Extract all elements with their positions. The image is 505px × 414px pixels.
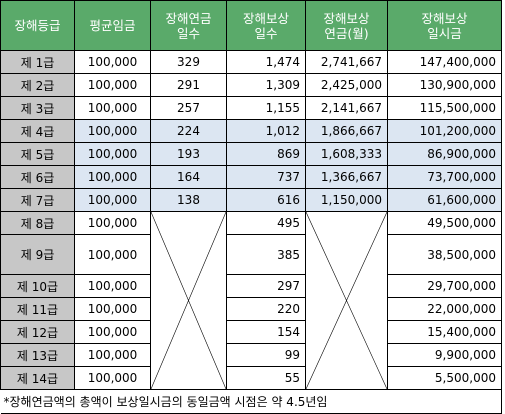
- lump-sum-cell: 147,400,000: [387, 50, 502, 74]
- grade-cell: 제 2급: [0, 73, 75, 97]
- header-lump-sum: 장해보상 일시금: [387, 0, 502, 51]
- comp-days-cell: 1,474: [226, 50, 306, 74]
- avg-wage-cell: 100,000: [74, 297, 151, 321]
- table-row: 제 4급 100,000 224 1,012 1,866,667 101,200,000: [0, 119, 502, 143]
- table-row: 제 9급 100,000 385 38,500,000: [0, 234, 502, 275]
- comp-days-cell: 1,012: [226, 119, 306, 143]
- comp-days-cell: 1,155: [226, 96, 306, 120]
- comp-days-cell: 55: [226, 366, 306, 390]
- pension-days-cell: 329: [150, 50, 227, 74]
- table-row: 제 7급 100,000 138 616 1,150,000 61,600,000: [0, 188, 502, 212]
- avg-wage-cell: 100,000: [74, 73, 151, 97]
- grade-cell: 제 10급: [0, 274, 75, 298]
- avg-wage-cell: 100,000: [74, 234, 151, 275]
- grade-cell: 제 9급: [0, 234, 75, 275]
- grade-cell: 제 1급: [0, 50, 75, 74]
- header-avg-wage: 평균임금: [74, 0, 151, 51]
- header-grade: 장해등급: [0, 0, 75, 51]
- avg-wage-cell: 100,000: [74, 343, 151, 367]
- table-row: 제 10급 100,000 297 29,700,000: [0, 274, 502, 298]
- monthly-pension-cell: 1,150,000: [305, 188, 388, 212]
- grade-cell: 제 11급: [0, 297, 75, 321]
- table-row: 제 8급 100,000 495 49,500,000: [0, 211, 502, 390]
- monthly-pension-cell: 2,425,000: [305, 73, 388, 97]
- avg-wage-cell: 100,000: [74, 320, 151, 344]
- comp-days-cell: 869: [226, 142, 306, 166]
- avg-wage-cell: 100,000: [74, 142, 151, 166]
- lump-sum-cell: 49,500,000: [387, 211, 502, 235]
- table-row: 제 1급 100,000 329 1,474 2,741,667 147,400,000: [0, 50, 502, 74]
- grade-cell: 제 8급: [0, 211, 75, 235]
- lump-sum-cell: 5,500,000: [387, 366, 502, 390]
- comp-days-cell: 616: [226, 188, 306, 212]
- header-pension-days: 장해연금 일수: [150, 0, 227, 51]
- monthly-pension-crossed-out: [305, 211, 388, 390]
- pension-days-cell: 164: [150, 165, 227, 189]
- lump-sum-cell: 38,500,000: [387, 234, 502, 275]
- grade-cell: 제 7급: [0, 188, 75, 212]
- lump-sum-cell: 22,000,000: [387, 297, 502, 321]
- comp-days-cell: 495: [226, 211, 306, 235]
- pension-days-cell: 138: [150, 188, 227, 212]
- grade-cell: 제 3급: [0, 96, 75, 120]
- grade-cell: 제 5급: [0, 142, 75, 166]
- pension-days-cell: 257: [150, 96, 227, 120]
- header-monthly-pension: 장해보상 연금(월): [305, 0, 388, 51]
- lump-sum-cell: 101,200,000: [387, 119, 502, 143]
- comp-days-cell: 99: [226, 343, 306, 367]
- header-comp-days: 장해보상 일수: [226, 0, 306, 51]
- pension-days-crossed-out: [150, 211, 227, 390]
- table-row: 제 6급 100,000 164 737 1,366,667 73,700,000: [0, 165, 502, 189]
- avg-wage-cell: 100,000: [74, 274, 151, 298]
- pension-days-cell: 193: [150, 142, 227, 166]
- lump-sum-cell: 73,700,000: [387, 165, 502, 189]
- monthly-pension-cell: 1,608,333: [305, 142, 388, 166]
- comp-days-cell: 737: [226, 165, 306, 189]
- monthly-pension-cell: 1,866,667: [305, 119, 388, 143]
- monthly-pension-cell: 2,141,667: [305, 96, 388, 120]
- pension-days-cell: 224: [150, 119, 227, 143]
- comp-days-cell: 154: [226, 320, 306, 344]
- monthly-pension-cell: 2,741,667: [305, 50, 388, 74]
- monthly-pension-cell: 1,366,667: [305, 165, 388, 189]
- table-row: 제 2급 100,000 291 1,309 2,425,000 130,900,000: [0, 73, 502, 97]
- grade-cell: 제 13급: [0, 343, 75, 367]
- lump-sum-cell: 9,900,000: [387, 343, 502, 367]
- avg-wage-cell: 100,000: [74, 96, 151, 120]
- grade-cell: 제 4급: [0, 119, 75, 143]
- lump-sum-cell: 29,700,000: [387, 274, 502, 298]
- lump-sum-cell: 86,900,000: [387, 142, 502, 166]
- grade-cell: 제 14급: [0, 366, 75, 390]
- comp-days-cell: 1,309: [226, 73, 306, 97]
- footnote: *장해연금액의 총액이 보상일시금의 동일금액 시점은 약 4.5년임: [0, 389, 502, 414]
- table-row: 제 14급 100,000 55 5,500,000: [0, 366, 502, 390]
- avg-wage-cell: 100,000: [74, 50, 151, 74]
- comp-days-cell: 385: [226, 234, 306, 275]
- table-row: 제 5급 100,000 193 869 1,608,333 86,900,000: [0, 142, 502, 166]
- comp-days-cell: 297: [226, 274, 306, 298]
- table-row: 제 3급 100,000 257 1,155 2,141,667 115,500,000: [0, 96, 502, 120]
- lump-sum-cell: 130,900,000: [387, 73, 502, 97]
- comp-days-cell: 220: [226, 297, 306, 321]
- grade-cell: 제 12급: [0, 320, 75, 344]
- lump-sum-cell: 115,500,000: [387, 96, 502, 120]
- pension-days-cell: 291: [150, 73, 227, 97]
- avg-wage-cell: 100,000: [74, 188, 151, 212]
- lump-sum-cell: 61,600,000: [387, 188, 502, 212]
- table-row: 제 13급 100,000 99 9,900,000: [0, 343, 502, 367]
- table-row: 제 12급 100,000 154 15,400,000: [0, 320, 502, 344]
- avg-wage-cell: 100,000: [74, 119, 151, 143]
- avg-wage-cell: 100,000: [74, 366, 151, 390]
- lump-sum-cell: 15,400,000: [387, 320, 502, 344]
- table-row: 제 11급 100,000 220 22,000,000: [0, 297, 502, 321]
- avg-wage-cell: 100,000: [74, 165, 151, 189]
- avg-wage-cell: 100,000: [74, 211, 151, 235]
- grade-cell: 제 6급: [0, 165, 75, 189]
